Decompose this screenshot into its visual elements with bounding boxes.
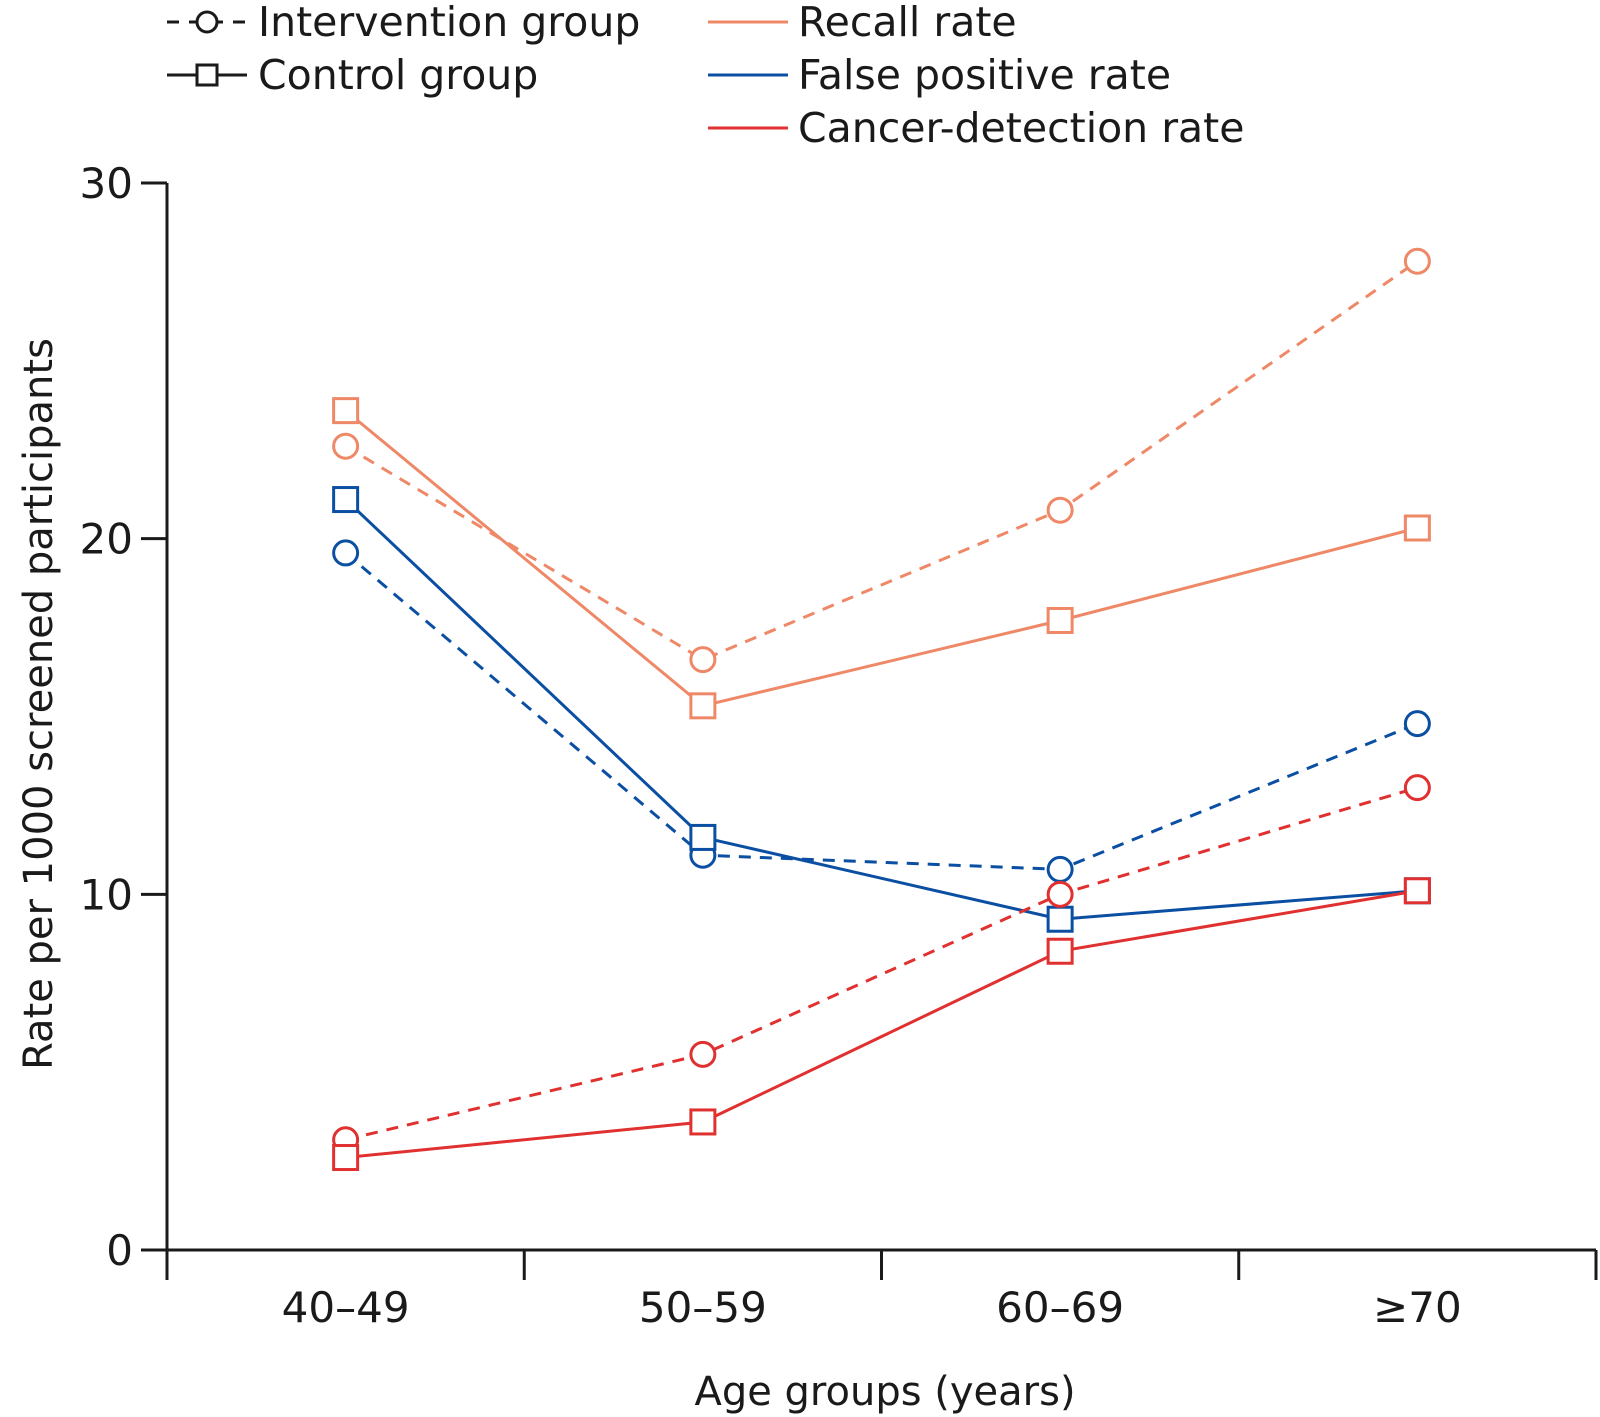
- series-false-positive-rate-control-group: [332, 486, 1431, 933]
- data-point-circle: [1403, 774, 1431, 802]
- x-axis: 40–49 50–59 60–69 ≥70: [165, 1248, 1598, 1332]
- x-tick-label: 50–59: [639, 1283, 767, 1332]
- data-point-square: [1403, 877, 1431, 905]
- y-ticks: 0 10 20 30: [80, 159, 167, 1275]
- legend-label-cancer-detection: Cancer-detection rate: [798, 104, 1244, 152]
- series-recall-rate-control-group: [332, 397, 1431, 720]
- legend-item-intervention: Intervention group: [167, 0, 640, 46]
- legend-label-false-positive: False positive rate: [798, 51, 1171, 99]
- x-tick-label: ≥70: [1373, 1283, 1462, 1332]
- legend-item-false-positive: False positive rate: [708, 51, 1171, 99]
- y-tick-label: 10: [80, 870, 133, 919]
- data-point-square: [1046, 905, 1074, 933]
- data-point-circle: [1046, 880, 1074, 908]
- x-tick-label: 40–49: [282, 1283, 410, 1332]
- y-tick-label: 20: [80, 515, 133, 564]
- legend: Intervention group Control group Recall …: [167, 0, 1244, 152]
- x-tick-label: 60–69: [996, 1283, 1124, 1332]
- series-line-false-positive-rate-control-group: [344, 498, 1418, 921]
- data-point-square: [689, 1108, 717, 1136]
- legend-item-recall: Recall rate: [708, 0, 1017, 46]
- series-line-false-positive-rate-intervention-group: [344, 551, 1418, 871]
- data-point-square: [689, 823, 717, 851]
- legend-square-marker-icon: [195, 63, 219, 87]
- data-point-square: [332, 397, 360, 425]
- series-line-cancer-detection-rate-intervention-group: [345, 786, 1418, 1142]
- x-axis-title: Age groups (years): [694, 1369, 1075, 1415]
- series-cancer-detection-rate-control-group: [332, 877, 1431, 1172]
- data-point-square: [332, 1144, 360, 1172]
- legend-item-cancer-detection: Cancer-detection rate: [708, 104, 1244, 152]
- y-axis: 0 10 20 30: [80, 159, 169, 1275]
- data-point-circle: [1403, 710, 1431, 738]
- data-point-square: [689, 692, 717, 720]
- x-ticks: 40–49 50–59 60–69 ≥70: [165, 1250, 1598, 1332]
- data-point-square: [1403, 514, 1431, 542]
- legend-label-recall: Recall rate: [798, 0, 1017, 46]
- y-axis-title: Rate per 1000 screened participants: [16, 338, 62, 1070]
- legend-label-intervention: Intervention group: [258, 0, 640, 46]
- data-point-circle: [332, 432, 360, 460]
- series-line-cancer-detection-rate-control-group: [345, 889, 1418, 1159]
- series-line-recall-rate-control-group: [344, 409, 1418, 708]
- data-point-circle: [1046, 496, 1074, 524]
- data-point-circle: [689, 646, 717, 674]
- legend-circle-marker-icon: [195, 10, 219, 34]
- data-point-circle: [1403, 247, 1431, 275]
- data-point-circle: [1046, 855, 1074, 883]
- data-point-circle: [332, 539, 360, 567]
- data-point-square: [1046, 606, 1074, 634]
- data-point-circle: [689, 1040, 717, 1068]
- data-point-square: [332, 486, 360, 514]
- y-tick-label: 30: [80, 159, 133, 208]
- legend-label-control: Control group: [258, 51, 538, 99]
- series-recall-rate-intervention-group: [332, 247, 1431, 674]
- series-false-positive-rate-intervention-group: [332, 539, 1431, 883]
- series-layer: [332, 247, 1431, 1172]
- y-tick-label: 0: [106, 1226, 133, 1275]
- legend-item-control: Control group: [167, 51, 538, 99]
- series-cancer-detection-rate-intervention-group: [332, 774, 1431, 1154]
- data-point-square: [1046, 937, 1074, 965]
- series-line-recall-rate-intervention-group: [344, 259, 1419, 662]
